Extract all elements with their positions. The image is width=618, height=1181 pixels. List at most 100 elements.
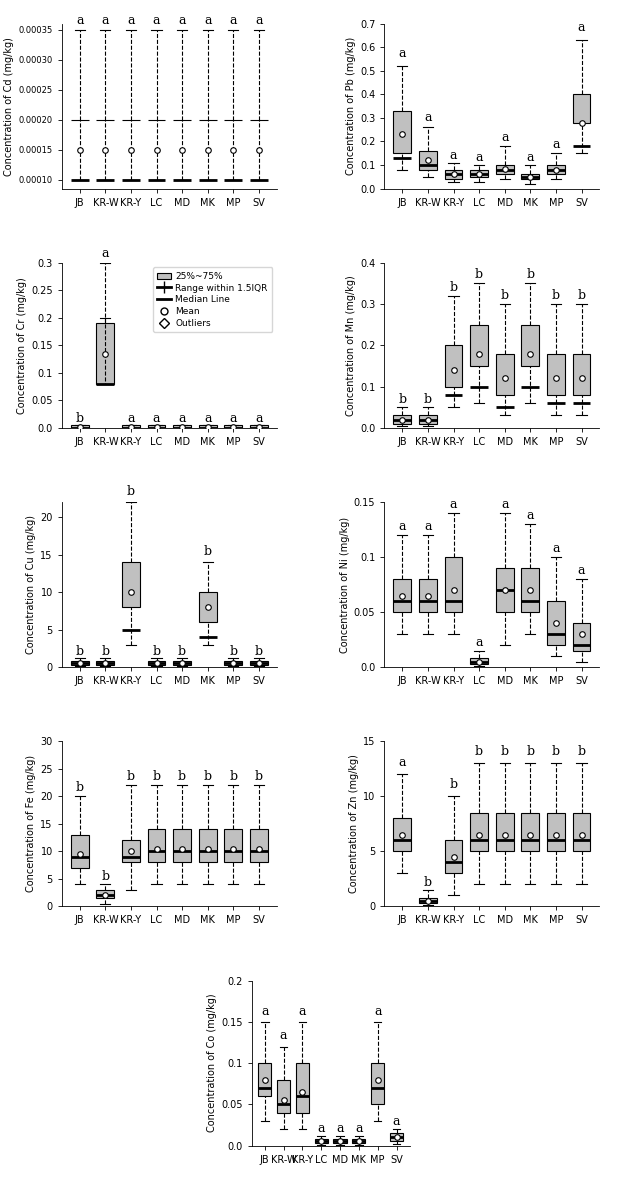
Text: b: b <box>577 745 586 758</box>
Text: a: a <box>101 14 109 27</box>
Text: a: a <box>578 21 585 34</box>
Text: a: a <box>179 412 186 425</box>
Text: b: b <box>475 745 483 758</box>
Text: a: a <box>355 1122 363 1135</box>
FancyBboxPatch shape <box>296 1063 309 1113</box>
Text: a: a <box>127 14 135 27</box>
FancyBboxPatch shape <box>394 111 412 154</box>
Y-axis label: Concentration of Mn (mg/kg): Concentration of Mn (mg/kg) <box>346 275 356 416</box>
Y-axis label: Concentration of Cu (mg/kg): Concentration of Cu (mg/kg) <box>26 515 36 654</box>
Legend: 25%~75%, Range within 1.5IQR, Median Line, Mean, Outliers: 25%~75%, Range within 1.5IQR, Median Lin… <box>153 267 273 332</box>
FancyBboxPatch shape <box>148 661 166 665</box>
Text: b: b <box>449 778 457 791</box>
FancyBboxPatch shape <box>71 661 89 665</box>
Text: a: a <box>399 520 406 533</box>
Text: a: a <box>501 131 509 144</box>
Text: a: a <box>298 1005 306 1018</box>
FancyBboxPatch shape <box>224 425 242 428</box>
FancyBboxPatch shape <box>173 425 191 428</box>
FancyBboxPatch shape <box>224 829 242 862</box>
FancyBboxPatch shape <box>250 829 268 862</box>
FancyBboxPatch shape <box>148 425 166 428</box>
FancyBboxPatch shape <box>470 325 488 366</box>
FancyBboxPatch shape <box>96 889 114 898</box>
Text: a: a <box>374 1005 381 1018</box>
Text: b: b <box>424 393 432 406</box>
Text: b: b <box>75 645 84 658</box>
FancyBboxPatch shape <box>199 829 217 862</box>
Text: a: a <box>424 520 431 533</box>
FancyBboxPatch shape <box>122 841 140 862</box>
Text: a: a <box>204 14 211 27</box>
Text: a: a <box>179 14 186 27</box>
FancyBboxPatch shape <box>547 353 565 394</box>
FancyBboxPatch shape <box>470 658 488 664</box>
Text: a: a <box>424 111 431 124</box>
FancyBboxPatch shape <box>173 829 191 862</box>
FancyBboxPatch shape <box>352 1138 365 1143</box>
FancyBboxPatch shape <box>334 1138 347 1143</box>
Y-axis label: Concentration of Fe (mg/kg): Concentration of Fe (mg/kg) <box>26 756 36 893</box>
Text: a: a <box>127 412 135 425</box>
FancyBboxPatch shape <box>315 1138 328 1143</box>
FancyBboxPatch shape <box>71 425 89 428</box>
Text: b: b <box>527 745 535 758</box>
Text: b: b <box>204 770 212 783</box>
FancyBboxPatch shape <box>444 170 462 180</box>
Text: a: a <box>153 14 160 27</box>
FancyBboxPatch shape <box>573 813 591 852</box>
Text: a: a <box>552 542 560 555</box>
Text: a: a <box>450 149 457 162</box>
FancyBboxPatch shape <box>250 425 268 428</box>
Text: b: b <box>178 645 186 658</box>
Text: a: a <box>450 498 457 511</box>
Y-axis label: Concentration of Cd (mg/kg): Concentration of Cd (mg/kg) <box>4 37 14 176</box>
FancyBboxPatch shape <box>470 170 488 177</box>
Y-axis label: Concentration of Zn (mg/kg): Concentration of Zn (mg/kg) <box>349 755 359 893</box>
Text: a: a <box>255 14 263 27</box>
Text: a: a <box>578 563 585 576</box>
FancyBboxPatch shape <box>444 557 462 612</box>
Text: a: a <box>153 412 160 425</box>
FancyBboxPatch shape <box>496 165 514 175</box>
Text: b: b <box>204 546 212 559</box>
Text: b: b <box>552 289 560 302</box>
Text: a: a <box>552 138 560 151</box>
FancyBboxPatch shape <box>573 353 591 394</box>
FancyBboxPatch shape <box>199 425 217 428</box>
FancyBboxPatch shape <box>470 813 488 852</box>
Text: b: b <box>75 781 84 794</box>
FancyBboxPatch shape <box>444 345 462 386</box>
FancyBboxPatch shape <box>173 661 191 665</box>
FancyBboxPatch shape <box>522 325 540 366</box>
Text: a: a <box>527 509 534 522</box>
Text: b: b <box>449 281 457 294</box>
Text: a: a <box>399 47 406 60</box>
FancyBboxPatch shape <box>394 579 412 612</box>
FancyBboxPatch shape <box>122 425 140 428</box>
Text: a: a <box>318 1122 325 1135</box>
Text: a: a <box>101 247 109 260</box>
Text: b: b <box>75 412 84 425</box>
FancyBboxPatch shape <box>419 579 437 612</box>
FancyBboxPatch shape <box>71 835 89 868</box>
Text: b: b <box>229 645 237 658</box>
Text: a: a <box>393 1115 400 1128</box>
Text: a: a <box>76 14 83 27</box>
FancyBboxPatch shape <box>419 151 437 170</box>
FancyBboxPatch shape <box>522 813 540 852</box>
Text: a: a <box>527 151 534 164</box>
FancyBboxPatch shape <box>394 416 412 424</box>
Text: b: b <box>255 645 263 658</box>
Text: a: a <box>280 1030 287 1043</box>
Text: a: a <box>475 637 483 650</box>
FancyBboxPatch shape <box>250 661 268 665</box>
Text: b: b <box>501 745 509 758</box>
Text: a: a <box>261 1005 268 1018</box>
FancyBboxPatch shape <box>547 601 565 645</box>
Text: b: b <box>552 745 560 758</box>
Text: b: b <box>229 770 237 783</box>
Y-axis label: Concentration of Cr (mg/kg): Concentration of Cr (mg/kg) <box>17 278 27 413</box>
FancyBboxPatch shape <box>277 1079 290 1113</box>
FancyBboxPatch shape <box>258 1063 271 1096</box>
